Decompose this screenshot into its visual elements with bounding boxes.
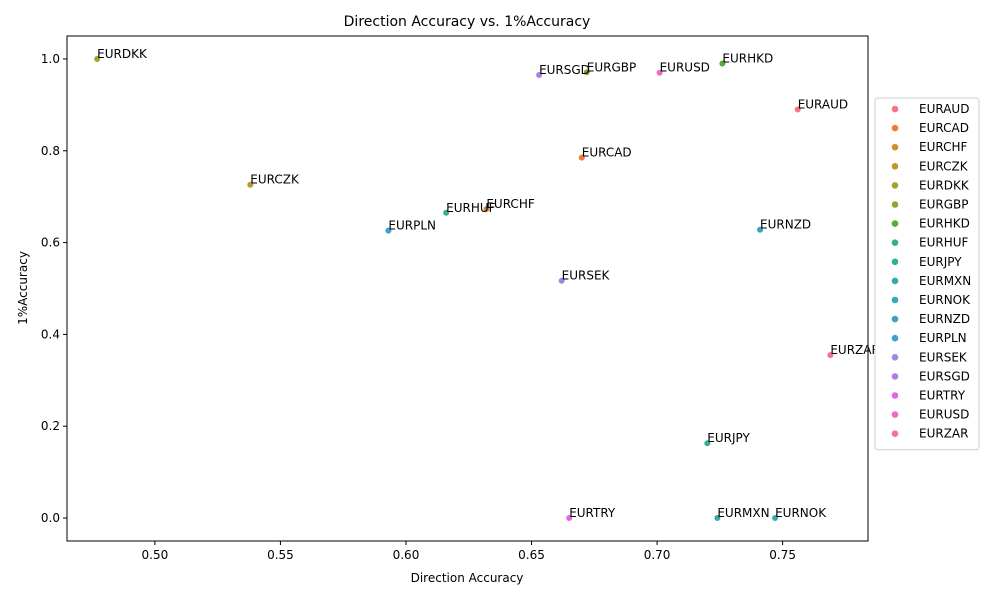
legend-marker-eurchf: [891, 143, 899, 151]
legend-entry-eurcad: EURCAD: [919, 121, 969, 135]
legend-marker-eurhuf: [891, 239, 899, 246]
legend-entry-eurczk: EURCZK: [919, 159, 969, 173]
data-label-eurhkd: EURHKD: [722, 52, 773, 66]
legend-entry-eurmxn: EURMXN: [919, 274, 971, 288]
data-point-eurchf: [482, 205, 490, 213]
legend-marker-eurhkd: [891, 220, 899, 227]
x-tick-label: 0.55: [267, 548, 294, 562]
data-label-eurpln: EURPLN: [388, 219, 436, 233]
legend-entry-eurjpy: EURJPY: [919, 255, 962, 269]
x-tick-label: 0.60: [393, 548, 420, 562]
legend-marker-eurtry: [891, 392, 899, 399]
data-label-eurcad: EURCAD: [582, 146, 632, 160]
legend-entry-eurgbp: EURGBP: [919, 198, 968, 212]
data-point-eursgd: [535, 71, 543, 79]
legend-marker-euraud: [891, 105, 899, 113]
data-point-eurjpy: [703, 439, 711, 447]
legend-marker-eurnok: [891, 296, 899, 304]
data-label-eursgd: EURSGD: [539, 63, 590, 77]
legend-box: [874, 97, 980, 451]
data-point-eurhkd: [718, 59, 726, 68]
legend-entry-eursgd: EURSGD: [919, 369, 970, 383]
data-point-eurnok: [771, 514, 779, 522]
x-tick-label: 0.65: [518, 548, 545, 562]
data-label-eurnzd: EURNZD: [760, 218, 811, 232]
data-point-eurmxn: [713, 514, 721, 522]
y-tick-label: 1.0: [41, 52, 60, 66]
data-point-eurzar: [826, 351, 834, 359]
legend-entry-eursek: EURSEK: [919, 350, 968, 364]
data-point-euraud: [794, 105, 802, 114]
data-point-eurczk: [246, 181, 254, 189]
legend-marker-eurjpy: [891, 258, 899, 266]
legend-marker-eurzar: [891, 430, 899, 438]
y-axis-label: 1%Accuracy: [16, 251, 30, 325]
legend-entry-eurnzd: EURNZD: [919, 312, 970, 326]
x-axis-label: Direction Accuracy: [411, 571, 524, 585]
y-tick-label: 0.0: [41, 511, 60, 525]
legend-entry-eurpln: EURPLN: [919, 331, 967, 345]
legend-entry-eurchf: EURCHF: [919, 140, 968, 154]
data-point-eurdkk: [93, 55, 101, 63]
legend-entry-eurnok: EURNOK: [919, 293, 971, 307]
data-label-eursek: EURSEK: [562, 269, 611, 283]
data-label-eurusd: EURUSD: [660, 61, 710, 75]
data-label-eurjpy: EURJPY: [707, 431, 750, 445]
legend-marker-eursek: [891, 354, 899, 361]
legend-entry-eurzar: EURZAR: [919, 427, 968, 441]
legend-entry-eurusd: EURUSD: [919, 408, 969, 422]
data-label-eurnok: EURNOK: [775, 506, 827, 520]
plot-frame: [66, 35, 869, 542]
y-tick-label: 0.6: [41, 236, 60, 250]
data-label-eurczk: EURCZK: [250, 173, 300, 187]
x-axis: 0.50 0.55 0.60 0.65 0.70 0.75: [142, 541, 796, 562]
legend-marker-eurpln: [891, 334, 899, 342]
legend-entry-eurtry: EURTRY: [919, 389, 966, 403]
y-tick-label: 0.2: [41, 419, 60, 433]
legend-marker-eurgbp: [891, 201, 899, 208]
legend-marker-eurnzd: [891, 315, 899, 323]
data-point-eurhuf: [442, 209, 450, 217]
data-point-eursek: [558, 277, 566, 285]
data-label-eurzar: EURZAR: [830, 343, 879, 357]
legend: EURAUD EURCAD EURCHF EURCZK EURDKK EURGBP EURH…: [874, 97, 980, 451]
legend-marker-eurusd: [891, 411, 899, 418]
x-tick-label: 0.75: [769, 548, 796, 562]
chart-title: Direction Accuracy vs. 1%Accuracy: [344, 14, 591, 30]
y-axis: 0.0 0.2 0.4 0.6 0.8 1.0: [41, 52, 67, 525]
y-tick-label: 0.8: [41, 144, 60, 158]
data-point-eurnzd: [756, 226, 764, 234]
data-point-eurusd: [655, 69, 664, 77]
data-label-eurgbp: EURGBP: [587, 60, 636, 74]
legend-entry-eurhkd: EURHKD: [919, 217, 970, 231]
legend-marker-eurdkk: [891, 182, 899, 189]
data-point-eurgbp: [583, 68, 591, 76]
legend-marker-eurczk: [891, 163, 899, 170]
y-tick-label: 0.4: [41, 327, 60, 341]
legend-marker-eurcad: [891, 124, 899, 132]
legend-entry-eurhuf: EURHUF: [919, 236, 969, 250]
data-label-eurmxn: EURMXN: [717, 506, 769, 520]
data-label-euraud: EURAUD: [798, 97, 848, 111]
data-label-eurchf: EURCHF: [486, 197, 535, 211]
data-point-eurpln: [384, 227, 393, 235]
plot-area: EURAUD EURCAD EURCHF EURCZK EURDKK EURGBP EURH…: [93, 47, 880, 522]
data-point-eurtry: [565, 514, 573, 522]
x-tick-label: 0.50: [142, 548, 169, 562]
legend-marker-eursgd: [891, 373, 899, 380]
data-label-eurdkk: EURDKK: [97, 47, 148, 61]
legend-entry-euraud: EURAUD: [919, 102, 969, 116]
legend-marker-eurmxn: [891, 277, 899, 285]
data-label-eurhuf: EURHUF: [446, 201, 496, 215]
legend-entry-eurdkk: EURDKK: [919, 178, 970, 192]
data-point-eurcad: [578, 154, 586, 162]
x-tick-label: 0.70: [644, 548, 671, 562]
data-label-eurtry: EURTRY: [569, 506, 616, 520]
